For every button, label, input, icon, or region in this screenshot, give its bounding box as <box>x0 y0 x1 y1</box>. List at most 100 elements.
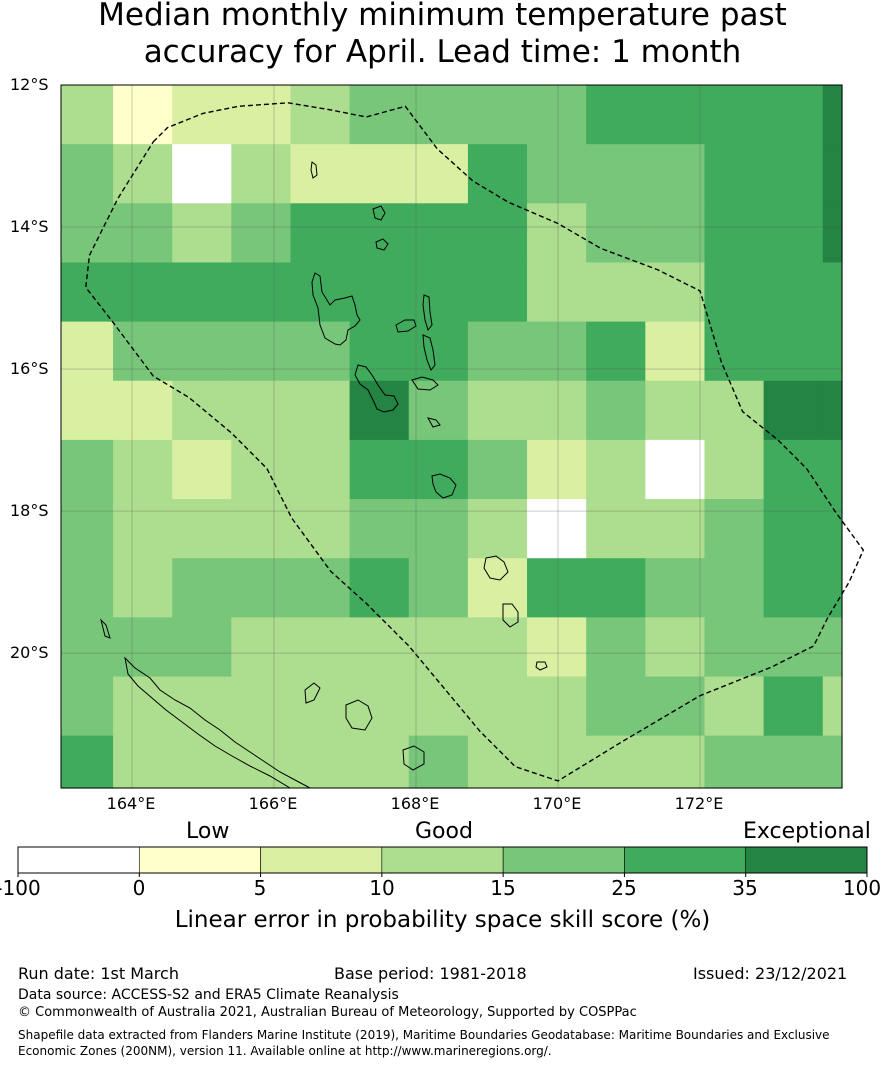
chart-title-line-1: Median monthly minimum temperature past <box>98 0 787 33</box>
grid-cell <box>645 144 706 204</box>
grid-cell <box>172 262 232 323</box>
grid-cell <box>822 144 843 204</box>
grid-cell <box>408 144 469 204</box>
grid-cell <box>61 144 114 204</box>
grid-cell <box>763 321 824 382</box>
lat-label-16s: 16°S <box>10 359 49 378</box>
island-efate <box>431 473 457 499</box>
grid-cell <box>408 617 469 678</box>
grid-cell <box>645 439 706 500</box>
grid-cell <box>231 499 292 559</box>
grid-cell <box>290 617 351 678</box>
grid-cell <box>408 85 469 145</box>
grid-cell <box>408 262 469 323</box>
grid-cell <box>113 735 173 789</box>
lon-label-164e: 164°E <box>106 794 156 813</box>
island-vanua-lava <box>372 205 386 221</box>
grid-cell <box>763 203 824 264</box>
island-mare <box>402 745 425 771</box>
map-frame <box>60 84 843 789</box>
grid-cell <box>467 262 528 323</box>
grid-cell <box>408 439 469 500</box>
grid-cell <box>349 499 410 559</box>
grid-cell <box>704 380 765 441</box>
grid-cell <box>822 321 843 382</box>
island-ambrym <box>411 376 439 391</box>
grid-cell <box>527 85 587 145</box>
colorbar-tick: 5 <box>253 876 267 900</box>
grid-cell <box>645 676 706 737</box>
grid-cell <box>645 262 706 323</box>
grid-cell <box>822 203 843 264</box>
category-good: Good <box>415 819 473 844</box>
grid-cell <box>467 321 528 382</box>
grid-cell <box>645 380 706 441</box>
grid-cell <box>290 499 351 559</box>
island-maewo <box>422 294 433 332</box>
grid-cell <box>172 380 232 441</box>
data-source: Data source: ACCESS-S2 and ERA5 Climate … <box>18 987 399 1003</box>
chart-title-line-2: accuracy for April. Lead time: 1 month <box>143 34 742 70</box>
grid-cell <box>822 558 843 618</box>
island-belep <box>100 618 111 639</box>
issued-date: Issued: 23/12/2021 <box>693 964 848 983</box>
colorbar-segment <box>381 846 504 874</box>
grid-cell <box>763 380 824 441</box>
grid-cell <box>349 735 410 789</box>
colorbar-tick: 0 <box>132 876 146 900</box>
shapefile-credit: Shapefile data extracted from Flanders M… <box>18 1028 830 1058</box>
grid-cell <box>61 617 114 678</box>
eez-boundary <box>85 102 865 782</box>
grid-cell <box>586 499 646 559</box>
grid-cell <box>467 676 528 737</box>
grid-cell <box>763 262 824 323</box>
grid-cell <box>113 676 173 737</box>
grid-cell <box>61 203 114 264</box>
grid-cell <box>704 203 765 264</box>
grid-cell <box>172 144 232 204</box>
lat-label-12s: 12°S <box>10 75 49 94</box>
grid-cell <box>645 735 706 789</box>
grid-cell <box>172 203 232 264</box>
category-exceptional: Exceptional <box>743 819 871 844</box>
grid-cell <box>822 380 843 441</box>
colorbar-tick: 35 <box>732 876 758 900</box>
grid-cell <box>822 262 843 323</box>
island-malakula <box>354 364 399 413</box>
grid-cell <box>527 144 587 204</box>
island-aneityum <box>535 661 548 671</box>
grid-cell <box>231 203 292 264</box>
grid-cell <box>172 439 232 500</box>
grid-cell <box>704 558 765 618</box>
grid-cell <box>704 85 765 145</box>
grid-cell <box>408 558 469 618</box>
island-ambae <box>395 319 417 333</box>
colorbar-segment <box>17 846 140 874</box>
grid-cell <box>645 499 706 559</box>
grid-cell <box>349 380 410 441</box>
grid-cell <box>349 85 410 145</box>
grid-cell <box>467 85 528 145</box>
lon-label-168e: 168°E <box>390 794 440 813</box>
grid-cell <box>467 735 528 789</box>
grid-cell <box>704 262 765 323</box>
grid-cell <box>408 321 469 382</box>
grid-cell <box>645 321 706 382</box>
grid-cell <box>113 380 173 441</box>
grid-cell <box>822 735 843 789</box>
grid-cell <box>349 676 410 737</box>
grid-cell <box>527 676 587 737</box>
grid-cell <box>349 558 410 618</box>
grid-cell <box>586 617 646 678</box>
grid-cell <box>586 676 646 737</box>
category-low: Low <box>186 819 230 844</box>
grid-cell <box>822 439 843 500</box>
grid-cell <box>231 617 292 678</box>
colorbar-tick: 15 <box>490 876 516 900</box>
grid-cell <box>231 735 292 789</box>
grid-cell <box>586 380 646 441</box>
grid-cell <box>113 439 173 500</box>
run-date: Run date: 1st March <box>18 964 179 983</box>
copyright: © Commonwealth of Australia 2021, Austra… <box>18 1005 637 1020</box>
